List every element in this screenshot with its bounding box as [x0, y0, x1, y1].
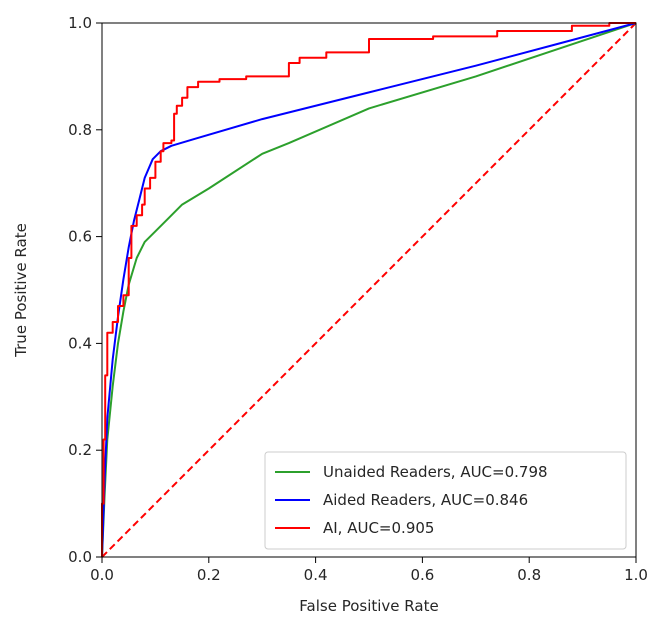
x-tick-label: 1.0 — [624, 566, 648, 584]
y-axis-ticks: 0.0 0.2 0.4 0.6 0.8 1.0 — [68, 14, 102, 566]
series-line-2 — [101, 22, 636, 557]
y-tick-label: 0.6 — [68, 228, 92, 246]
plot-frame — [101, 22, 637, 558]
x-axis-label: False Positive Rate — [299, 597, 438, 615]
legend: Unaided Readers, AUC=0.798 Aided Readers,… — [264, 451, 627, 550]
x-tick-label: 0.0 — [90, 566, 114, 584]
x-tick-label: 0.4 — [304, 566, 328, 584]
y-tick-label: 0.2 — [68, 441, 92, 459]
legend-label: Unaided Readers, AUC=0.798 — [323, 463, 548, 481]
x-axis-ticks: 0.0 0.2 0.4 0.6 0.8 1.0 — [90, 557, 648, 584]
x-tick-label: 0.2 — [197, 566, 221, 584]
legend-entries: Unaided Readers, AUC=0.798 Aided Readers,… — [275, 463, 548, 537]
y-tick-label: 0.0 — [68, 548, 92, 566]
legend-box — [264, 451, 627, 550]
legend-label: Aided Readers, AUC=0.846 — [323, 491, 528, 509]
series-layer — [101, 22, 637, 558]
y-axis-label: True Positive Rate — [12, 223, 30, 358]
legend-label: AI, AUC=0.905 — [323, 519, 434, 537]
series-line-0 — [101, 22, 637, 558]
y-tick-label: 1.0 — [68, 14, 92, 32]
y-tick-label: 0.8 — [68, 121, 92, 139]
chance-diagonal-line — [101, 22, 637, 558]
series-line-1 — [101, 22, 637, 558]
x-tick-label: 0.8 — [517, 566, 541, 584]
y-tick-label: 0.4 — [68, 334, 92, 352]
x-tick-label: 0.6 — [410, 566, 434, 584]
